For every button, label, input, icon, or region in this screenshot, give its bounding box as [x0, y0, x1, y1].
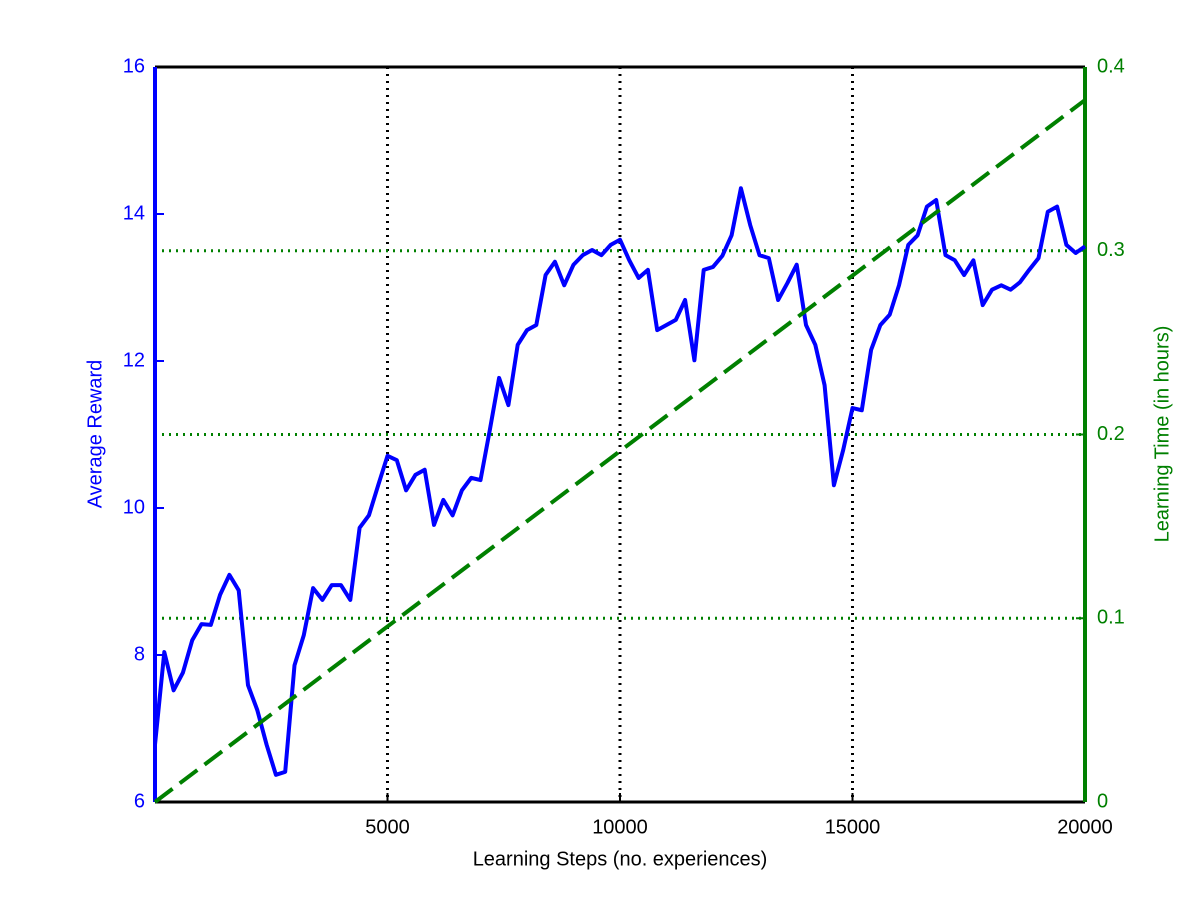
x-tick-label: 5000: [365, 816, 410, 838]
y-tick-label: 14: [123, 202, 145, 224]
y-axis-label: Average Reward: [84, 360, 106, 509]
x-axis-label: Learning Steps (no. experiences): [473, 848, 768, 870]
y-tick-label: 6: [134, 790, 145, 812]
time-line: [153, 98, 1087, 804]
y2-axis-label: Learning Time (in hours): [1151, 326, 1173, 543]
y-tick-label: 16: [123, 55, 145, 77]
x-tick-label: 10000: [592, 816, 648, 838]
y2-tick-label: 0.1: [1097, 607, 1125, 629]
y-tick-label: 12: [123, 349, 145, 371]
y2-tick-label: 0.2: [1097, 423, 1125, 445]
x-tick-label: 20000: [1057, 816, 1113, 838]
y-tick-label: 8: [134, 643, 145, 665]
y2-tick-label: 0.3: [1097, 239, 1125, 261]
y2-tick-label: 0.4: [1097, 55, 1125, 77]
x-tick-label: 15000: [825, 816, 881, 838]
y-tick-label: 10: [123, 496, 145, 518]
reward-line: [153, 186, 1087, 777]
y2-tick-label: 0: [1097, 790, 1108, 812]
